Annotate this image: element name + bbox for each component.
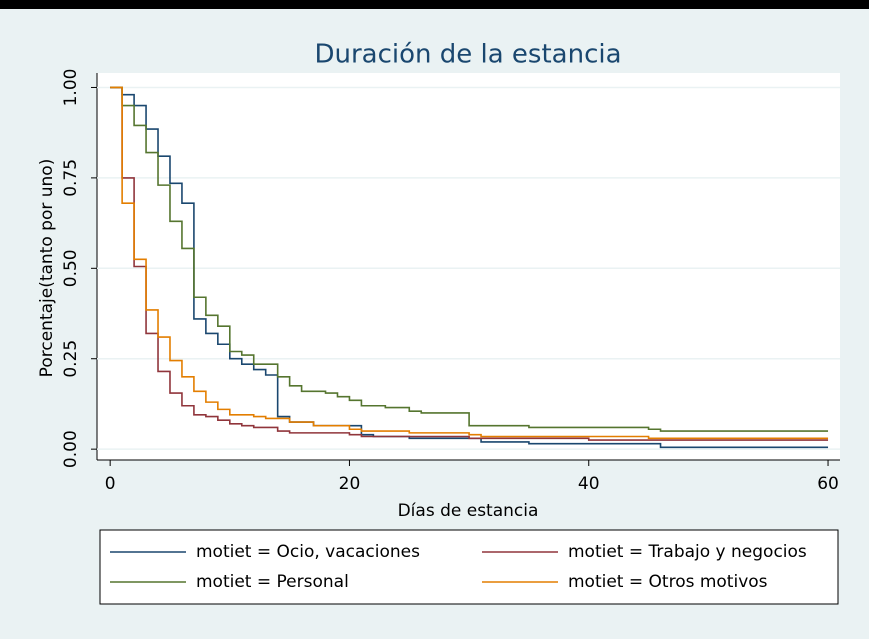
top-bar bbox=[0, 0, 869, 9]
x-tick-label: 20 bbox=[339, 474, 361, 494]
legend-label: motiet = Ocio, vacaciones bbox=[196, 542, 420, 562]
x-tick-label: 60 bbox=[817, 474, 839, 494]
y-tick-label: 0.75 bbox=[61, 159, 81, 197]
y-tick-label: 0.25 bbox=[61, 340, 81, 378]
x-axis-title: Días de estancia bbox=[398, 501, 539, 521]
survival-line bbox=[110, 86, 829, 432]
y-tick-label: 0.50 bbox=[61, 249, 81, 287]
survival-line bbox=[110, 86, 829, 441]
legend-label: motiet = Trabajo y negocios bbox=[568, 542, 807, 562]
legend-label: motiet = Otros motivos bbox=[568, 572, 768, 592]
x-tick-label: 40 bbox=[578, 474, 600, 494]
legend bbox=[99, 529, 839, 605]
y-tick-label: 1.00 bbox=[61, 69, 81, 107]
y-axis-title: Porcentaje(tanto por uno) bbox=[37, 159, 57, 378]
survival-line bbox=[110, 86, 829, 440]
survival-line bbox=[110, 86, 829, 449]
x-tick-label: 0 bbox=[105, 474, 116, 494]
plot-area bbox=[97, 73, 840, 460]
chart-title: Duración de la estancia bbox=[314, 40, 621, 70]
legend-label: motiet = Personal bbox=[196, 572, 349, 592]
y-tick-label: 0.00 bbox=[61, 430, 81, 468]
